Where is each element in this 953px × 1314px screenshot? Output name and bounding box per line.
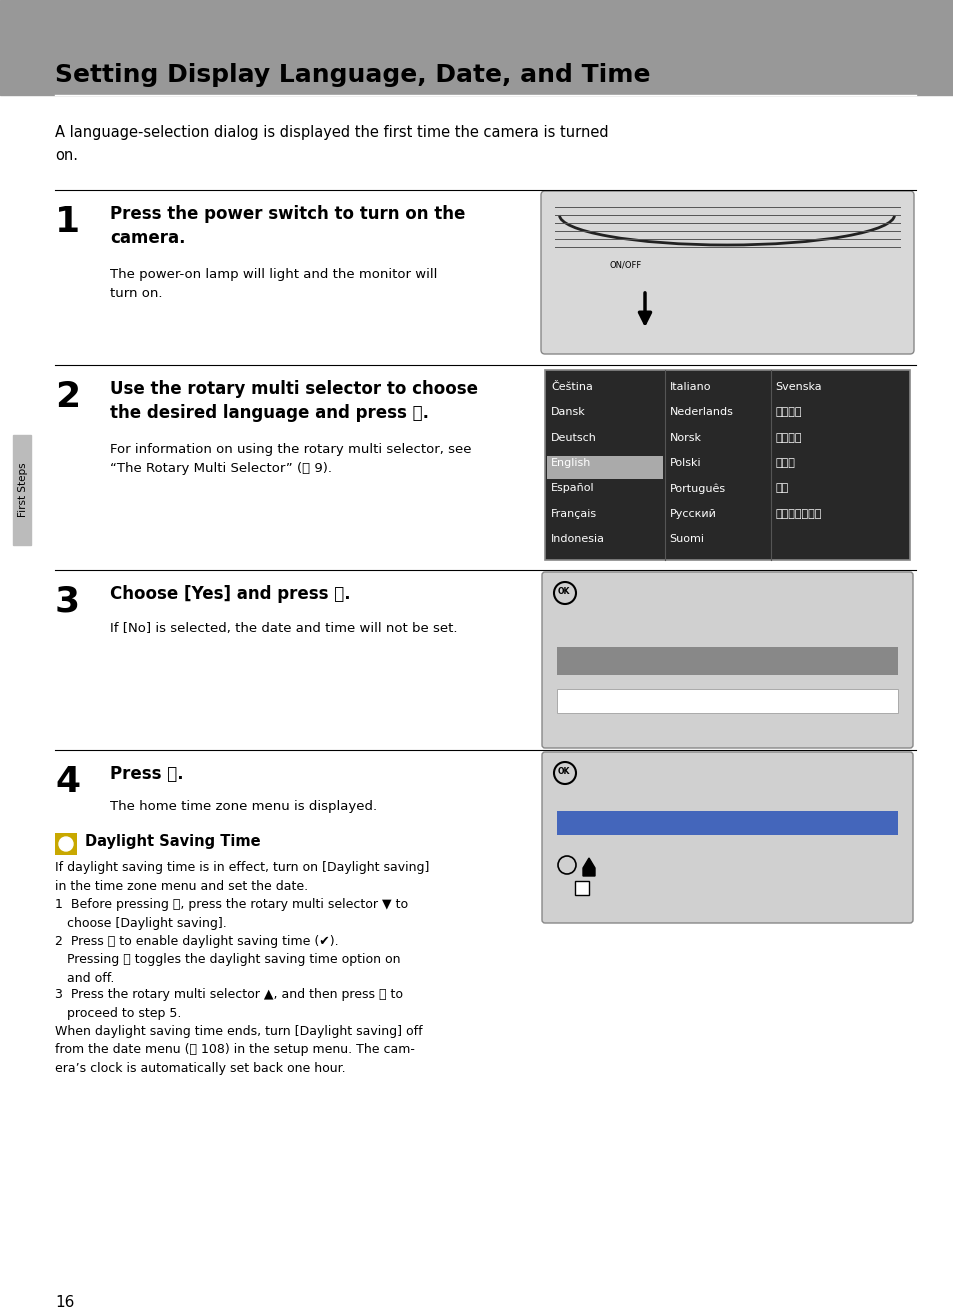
- Text: Dansk: Dansk: [551, 407, 585, 418]
- Text: 16: 16: [55, 1296, 74, 1310]
- Text: 2  Press ⒪ to enable daylight saving time (✔).
   Pressing ⒪ toggles the dayligh: 2 Press ⒪ to enable daylight saving time…: [55, 936, 400, 986]
- Text: Indonesia: Indonesia: [551, 533, 604, 544]
- Bar: [557, 811, 897, 834]
- Text: If daylight saving time is in effect, turn on [Daylight saving]
in the time zone: If daylight saving time is in effect, tu…: [55, 861, 429, 892]
- Text: A language-selection dialog is displayed the first time the camera is turned
on.: A language-selection dialog is displayed…: [55, 125, 608, 163]
- Text: 日本語: 日本語: [775, 459, 795, 468]
- Text: Svenska: Svenska: [775, 382, 821, 392]
- Bar: [546, 456, 662, 480]
- Text: 1  Before pressing ⒪, press the rotary multi selector ▼ to
   choose [Daylight s: 1 Before pressing ⒪, press the rotary mu…: [55, 897, 408, 929]
- Text: The power-on lamp will light and the monitor will
turn on.: The power-on lamp will light and the mon…: [110, 268, 436, 300]
- Text: 3: 3: [55, 585, 80, 619]
- Text: Choose [Yes] and press ⒪.: Choose [Yes] and press ⒪.: [110, 585, 351, 603]
- Bar: [0, 0, 953, 95]
- Text: Suomi: Suomi: [669, 533, 703, 544]
- Text: 中文简体: 中文简体: [775, 407, 801, 418]
- FancyBboxPatch shape: [541, 752, 912, 922]
- Text: Press the power switch to turn on the
camera.: Press the power switch to turn on the ca…: [110, 205, 465, 247]
- Text: OK: OK: [558, 767, 570, 777]
- Text: Русский: Русский: [669, 509, 716, 519]
- Text: 1: 1: [55, 205, 80, 239]
- Text: ON/OFF: ON/OFF: [609, 260, 641, 269]
- Text: First Steps: First Steps: [18, 463, 28, 518]
- Text: Italiano: Italiano: [669, 382, 710, 392]
- Text: OK: OK: [558, 587, 570, 597]
- Bar: [575, 880, 588, 895]
- Text: Use the rotary multi selector to choose
the desired language and press ⒪.: Use the rotary multi selector to choose …: [110, 380, 477, 422]
- Text: Polski: Polski: [669, 459, 700, 468]
- Text: ภาษาไทย: ภาษาไทย: [775, 509, 821, 519]
- Text: English: English: [551, 459, 591, 468]
- Text: Čeština: Čeština: [551, 382, 592, 392]
- Bar: [557, 646, 897, 675]
- FancyBboxPatch shape: [541, 572, 912, 748]
- Bar: [544, 371, 909, 560]
- Text: 4: 4: [55, 765, 80, 799]
- Text: Português: Português: [669, 484, 725, 494]
- Circle shape: [59, 837, 73, 851]
- Text: Français: Français: [551, 509, 597, 519]
- Text: Deutsch: Deutsch: [551, 432, 597, 443]
- Text: 한글: 한글: [775, 484, 788, 493]
- Text: 2: 2: [55, 380, 80, 414]
- Text: 3  Press the rotary multi selector ▲, and then press ⒪ to
   proceed to step 5.: 3 Press the rotary multi selector ▲, and…: [55, 988, 402, 1020]
- FancyBboxPatch shape: [540, 191, 913, 353]
- Text: If [No] is selected, the date and time will not be set.: If [No] is selected, the date and time w…: [110, 622, 457, 635]
- Text: 中文繁體: 中文繁體: [775, 432, 801, 443]
- Bar: [557, 689, 897, 714]
- Text: Daylight Saving Time: Daylight Saving Time: [85, 834, 260, 849]
- Polygon shape: [582, 858, 595, 876]
- Bar: [13, 435, 30, 545]
- Text: For information on using the rotary multi selector, see
“The Rotary Multi Select: For information on using the rotary mult…: [110, 443, 471, 474]
- Bar: [55, 833, 77, 855]
- Text: Español: Español: [551, 484, 594, 493]
- Text: Press ⒪.: Press ⒪.: [110, 765, 183, 783]
- Text: The home time zone menu is displayed.: The home time zone menu is displayed.: [110, 800, 376, 813]
- Text: Nederlands: Nederlands: [669, 407, 733, 418]
- Text: Setting Display Language, Date, and Time: Setting Display Language, Date, and Time: [55, 63, 650, 87]
- Text: When daylight saving time ends, turn [Daylight saving] off
from the date menu (⒣: When daylight saving time ends, turn [Da…: [55, 1025, 422, 1075]
- Text: Norsk: Norsk: [669, 432, 700, 443]
